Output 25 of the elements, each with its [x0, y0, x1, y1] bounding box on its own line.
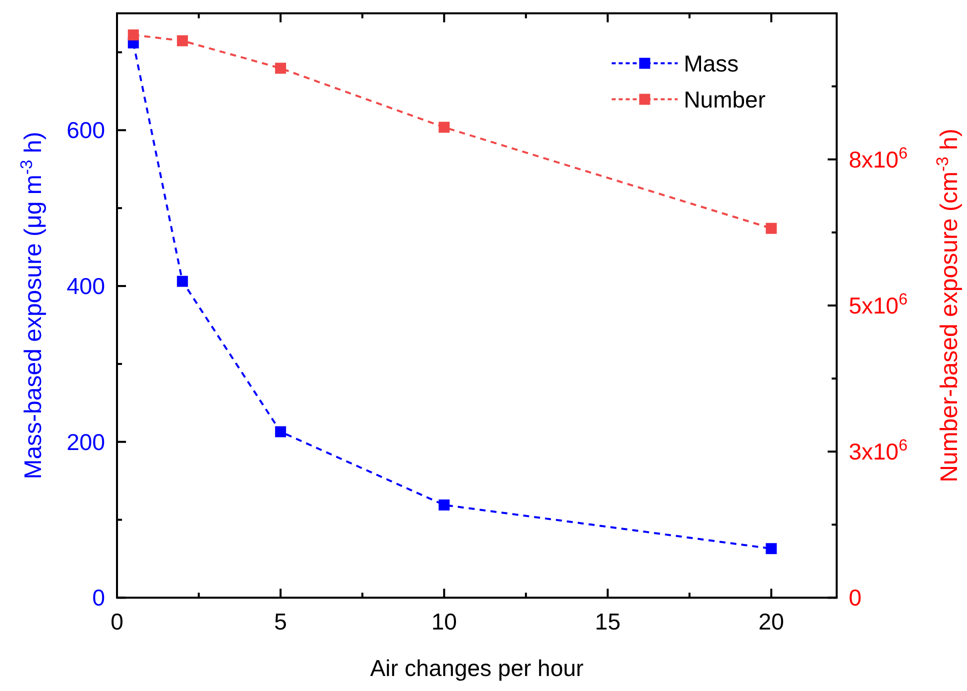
y2-tick-label: 5x10$^{6}$ [848, 290, 908, 318]
point [176, 276, 188, 287]
y-tick-label: 400 [66, 273, 105, 300]
x-tick-label: 15 [594, 608, 620, 635]
point [766, 222, 777, 234]
point [275, 426, 286, 438]
x-tick-label: 20 [758, 608, 784, 635]
x-axis-title: Air changes per hour [370, 655, 584, 681]
y-tick-label: 0 [92, 584, 105, 611]
x-tick-label: 5 [274, 608, 287, 635]
y-tick-label: 200 [66, 428, 105, 455]
y2-tick-label: 0 [848, 584, 862, 611]
legend-label: Mass [684, 50, 739, 76]
point [438, 499, 450, 510]
point [275, 62, 286, 74]
point [176, 35, 188, 46]
y2-tick-label: 8x10$^{6}$ [848, 144, 908, 172]
y-tick-label: 600 [66, 117, 105, 144]
point [766, 543, 777, 554]
point [438, 122, 450, 133]
y2-tick-label: 3x10$^{6}$ [848, 436, 908, 465]
legend-label: Number [684, 86, 766, 112]
x-tick-label: 10 [431, 608, 457, 635]
x-tick-label: 0 [110, 608, 124, 635]
point [128, 29, 139, 40]
